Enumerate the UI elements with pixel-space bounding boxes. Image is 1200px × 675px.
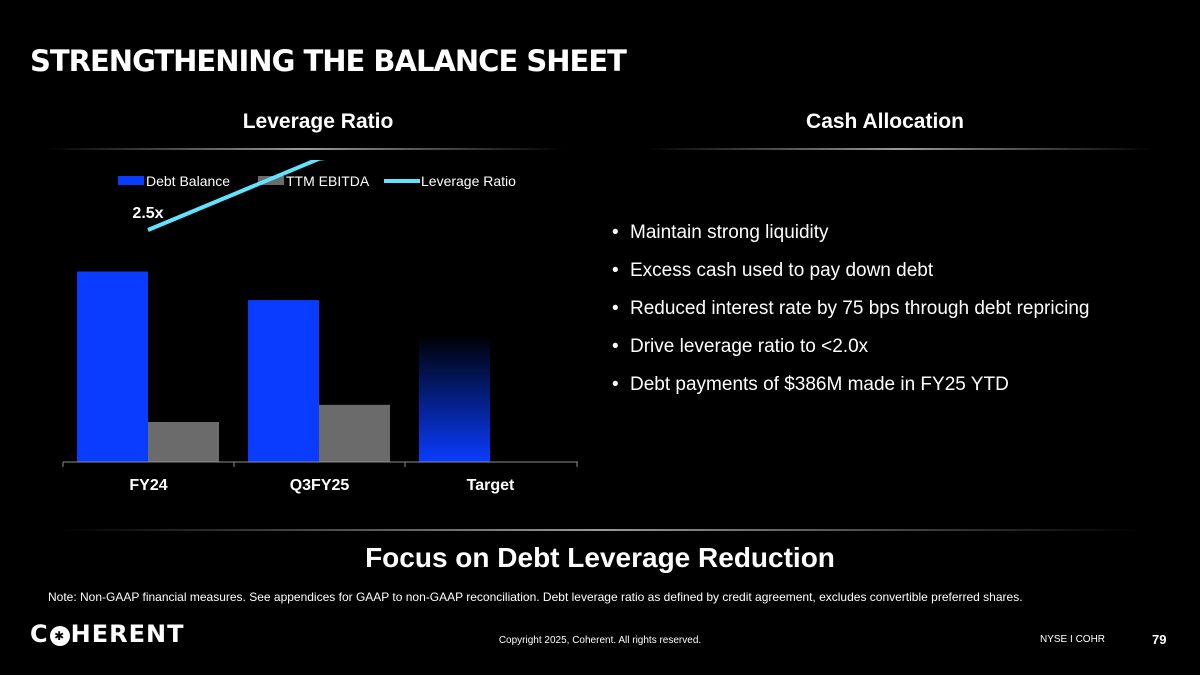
copyright: Copyright 2025, Coherent. All rights res…: [498, 635, 702, 646]
page-number: 79: [1152, 632, 1167, 647]
left-divider: [45, 148, 565, 150]
x-tick-label: Q3FY25: [290, 477, 350, 494]
debt-balance-bar-q3fy25: [248, 300, 319, 462]
cash-allocation-list: • Maintain strong liquidity • Excess cash …: [612, 214, 1089, 404]
ttm-ebitda-bar-fy24: [148, 422, 219, 462]
coherent-logo: C ✱ HERENT: [30, 620, 185, 648]
x-tick-label: FY24: [129, 477, 167, 494]
leverage-ratio-line: [147, 160, 326, 232]
leverage-line: 2.5x2.1x<2.0x: [132, 160, 326, 232]
slide-title: STRENGTHENING THE BALANCE SHEET: [30, 44, 627, 78]
bullet-glyph: •: [612, 260, 619, 281]
x-tick-label: Target: [467, 477, 515, 494]
leverage-data-label: 2.5x: [132, 205, 163, 222]
bullet-item: • Reduced interest rate by 75 bps through…: [612, 290, 1089, 328]
bullet-glyph: •: [612, 374, 619, 395]
bullet-glyph: •: [612, 298, 619, 319]
bullet-item: • Debt payments of $386M made in FY25 YTD: [612, 366, 1089, 404]
bullet-item: • Drive leverage ratio to <2.0x: [612, 328, 1089, 366]
logo-mark-icon: ✱: [49, 626, 70, 646]
bullet-glyph: •: [612, 222, 619, 243]
bullet-glyph: •: [612, 336, 619, 357]
debt-balance-bar-target: [419, 334, 490, 462]
cash-allocation-heading: Cash Allocation: [806, 110, 964, 133]
legend-label: Leverage Ratio: [421, 173, 516, 189]
chart-legend: Debt Balance TTM EBITDA Leverage Ratio: [118, 173, 516, 189]
chart-axis: FY24 Q3FY25 Target: [62, 461, 578, 494]
ttm-ebitda-bar-q3fy25: [319, 404, 390, 462]
focus-statement: Focus on Debt Leverage Reduction: [365, 542, 835, 573]
leverage-chart: Debt Balance TTM EBITDA Leverage Ratio FY2…: [62, 160, 578, 494]
right-divider: [645, 148, 1155, 150]
leverage-ratio-heading: Leverage Ratio: [242, 110, 394, 133]
ticker: NYSE I COHR: [1040, 634, 1106, 645]
debt-balance-bar-fy24: [77, 271, 148, 462]
bullet-item: • Maintain strong liquidity: [612, 214, 1089, 252]
legend-swatch: [118, 176, 144, 185]
chart-bars: [77, 271, 490, 462]
bullet-item: • Excess cash used to pay down debt: [612, 252, 1089, 290]
legend-label: TTM EBITDA: [286, 173, 370, 189]
bottom-divider: [60, 529, 1140, 531]
footnote: Note: Non-GAAP financial measures. See a…: [48, 590, 1023, 604]
legend-label: Debt Balance: [146, 173, 230, 189]
